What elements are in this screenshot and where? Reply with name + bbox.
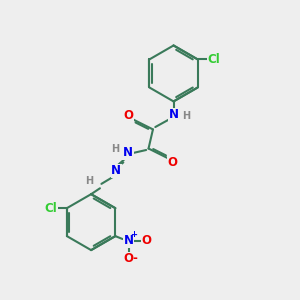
Text: H: H: [85, 176, 94, 186]
Text: -: -: [133, 252, 137, 265]
Text: Cl: Cl: [208, 53, 220, 66]
Text: H: H: [182, 111, 190, 121]
Text: O: O: [124, 109, 134, 122]
Text: H: H: [112, 144, 120, 154]
Text: N: N: [124, 234, 134, 247]
Text: Cl: Cl: [44, 202, 57, 215]
Text: O: O: [168, 156, 178, 169]
Text: N: N: [169, 108, 178, 121]
Text: N: N: [111, 164, 121, 177]
Text: O: O: [124, 252, 134, 265]
Text: O: O: [142, 234, 152, 247]
Text: N: N: [123, 146, 133, 159]
Text: +: +: [130, 230, 137, 239]
